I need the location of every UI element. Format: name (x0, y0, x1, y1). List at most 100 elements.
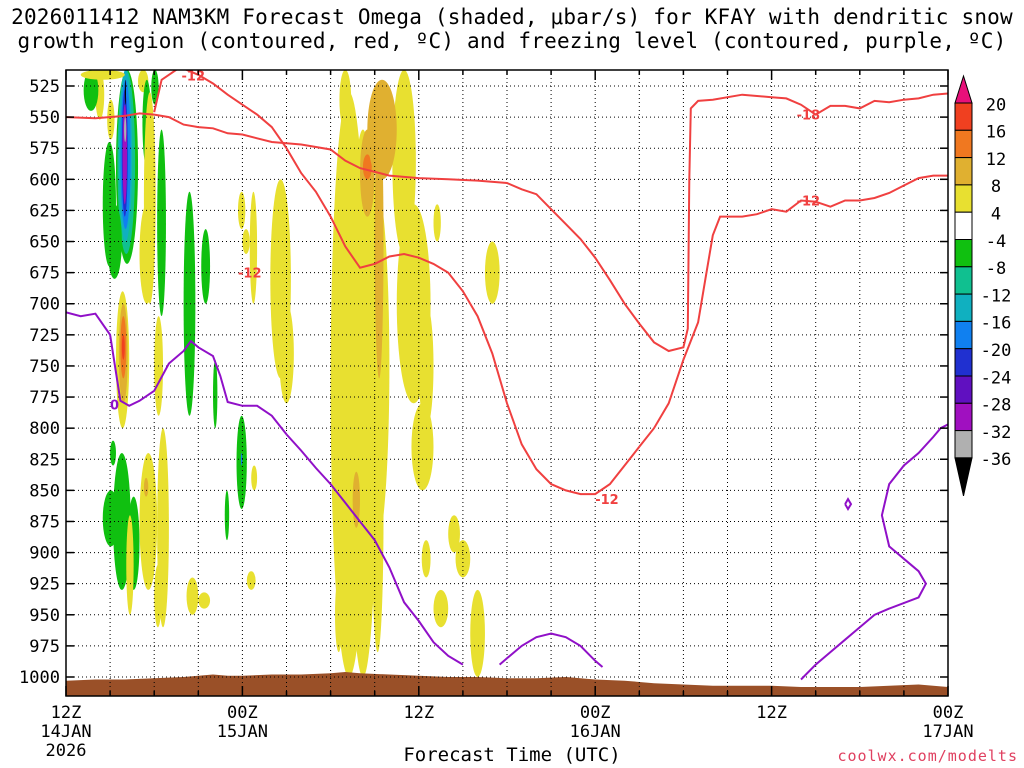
omega-shading (80, 70, 500, 677)
contour-label: -18 (797, 109, 821, 124)
omega-shade-area (249, 191, 258, 304)
omega-shade-area (139, 453, 158, 590)
omega-shade-area (143, 477, 149, 497)
colorbar-label: 12 (986, 150, 1006, 170)
colorbar-label: -32 (981, 423, 1012, 443)
omega-shade-area (484, 241, 500, 304)
omega-shade-area (433, 204, 441, 242)
contour-label: -12 (238, 267, 262, 282)
colorbar-segment (954, 320, 973, 350)
x-tick-date: 14JAN (40, 722, 91, 742)
x-tick-label: 12Z (756, 703, 787, 723)
omega-shade-area (213, 359, 218, 429)
omega-shade-area (433, 589, 449, 628)
y-tick-label: 725 (29, 326, 60, 346)
x-tick-date: 16JAN (570, 722, 621, 742)
y-tick-label: 950 (29, 606, 60, 626)
y-tick-label: 750 (29, 357, 60, 377)
x-tick-label: 12Z (51, 703, 82, 723)
x-tick-year: 2026 (46, 741, 87, 761)
omega-shade-area (279, 303, 294, 404)
y-tick-label: 675 (29, 264, 60, 284)
omega-shade-area (80, 70, 125, 80)
x-tick-date: 15JAN (217, 722, 268, 742)
omega-shade-area (251, 465, 258, 491)
colorbar-label: -4 (986, 232, 1006, 252)
omega-shade-area (237, 191, 246, 230)
dgz-temperature-contours (66, 70, 948, 496)
dgz-contour-line (66, 92, 948, 353)
colorbar-segment (954, 157, 973, 186)
colorbar-segment (954, 211, 973, 240)
colorbar-label: -28 (981, 396, 1012, 416)
colorbar-label: -8 (986, 259, 1006, 279)
omega-shade-area (121, 334, 125, 360)
colorbar-label: 8 (991, 177, 1001, 197)
colorbar: 20 16 12 8 4 -4 -8 -12 -16 -20 -24 -28 -32 -36 (954, 74, 1012, 497)
y-tick-label: 1000 (19, 668, 60, 688)
omega-shade-area (154, 565, 162, 628)
x-tick-date: 17JAN (922, 722, 973, 742)
freezing-level-line (844, 497, 853, 511)
x-axis-title: Forecast Time (UTC) (403, 744, 621, 766)
omega-shade-area (113, 453, 131, 590)
x-tick-label: 00Z (227, 703, 258, 723)
omega-shade-area (183, 191, 196, 416)
y-tick-label: 525 (29, 77, 60, 97)
omega-shade-area (246, 571, 256, 590)
colorbar-segment (954, 402, 973, 432)
omega-shade-area (157, 129, 166, 317)
y-tick-label: 975 (29, 637, 60, 657)
colorbar-label: 16 (986, 123, 1006, 143)
colorbar-segment (954, 129, 973, 159)
omega-shade-area (201, 229, 211, 304)
x-tick-label: 00Z (580, 703, 611, 723)
chart-title-line-1: 2026011412 NAM3KM Forecast Omega (shaded… (11, 5, 1013, 29)
omega-shade-area (362, 154, 372, 180)
colorbar-label: 20 (986, 95, 1006, 115)
y-tick-label: 875 (29, 512, 60, 532)
x-tick-label: 12Z (403, 703, 434, 723)
y-tick-label: 625 (29, 201, 60, 221)
colorbar-segment (954, 430, 973, 459)
omega-shade-area (367, 79, 397, 180)
y-tick-label: 800 (29, 419, 60, 439)
colorbar-segment (954, 102, 973, 131)
omega-shade-area (124, 79, 126, 105)
colorbar-label: -36 (981, 450, 1012, 470)
x-tick-label: 00Z (933, 703, 964, 723)
contour-label: 0 (110, 399, 119, 414)
colorbar-label: -24 (981, 368, 1012, 388)
colorbar-segment (954, 375, 973, 404)
omega-shade-area (186, 577, 199, 615)
omega-shade-area (107, 99, 115, 140)
colorbar-label: 4 (991, 205, 1001, 225)
omega-shade-area (83, 70, 99, 111)
omega-shade-area (448, 515, 460, 553)
colorbar-segment (954, 266, 973, 295)
contour-label: -12 (595, 493, 619, 508)
source-credit: coolwx.com/modelts (837, 747, 1018, 765)
dgz-contour-line (153, 70, 177, 113)
colorbar-segment (954, 239, 973, 268)
y-tick-label: 775 (29, 388, 60, 408)
y-tick-label: 900 (29, 544, 60, 564)
colorbar-label: -20 (981, 341, 1012, 361)
colorbar-bottom-arrow (954, 457, 973, 497)
omega-shade-area (143, 92, 156, 304)
freezing-level-contours (66, 311, 948, 681)
y-tick-label: 925 (29, 575, 60, 595)
omega-shade-area (421, 540, 431, 578)
freezing-level-line (66, 311, 464, 666)
y-tick-label: 575 (29, 139, 60, 159)
omega-shade-area (198, 592, 211, 609)
y-tick-label: 850 (29, 481, 60, 501)
omega-shade-area (110, 440, 116, 466)
omega-shade-area (151, 70, 159, 105)
omega-shade-area (276, 204, 286, 230)
y-tick-label: 650 (29, 233, 60, 253)
y-axis: 525 550 575 600 625 650 675 700 725 750 775 800 825 8… (19, 77, 948, 688)
chart-title-line-2: growth region (contoured, red, ºC) and f… (17, 29, 1007, 53)
